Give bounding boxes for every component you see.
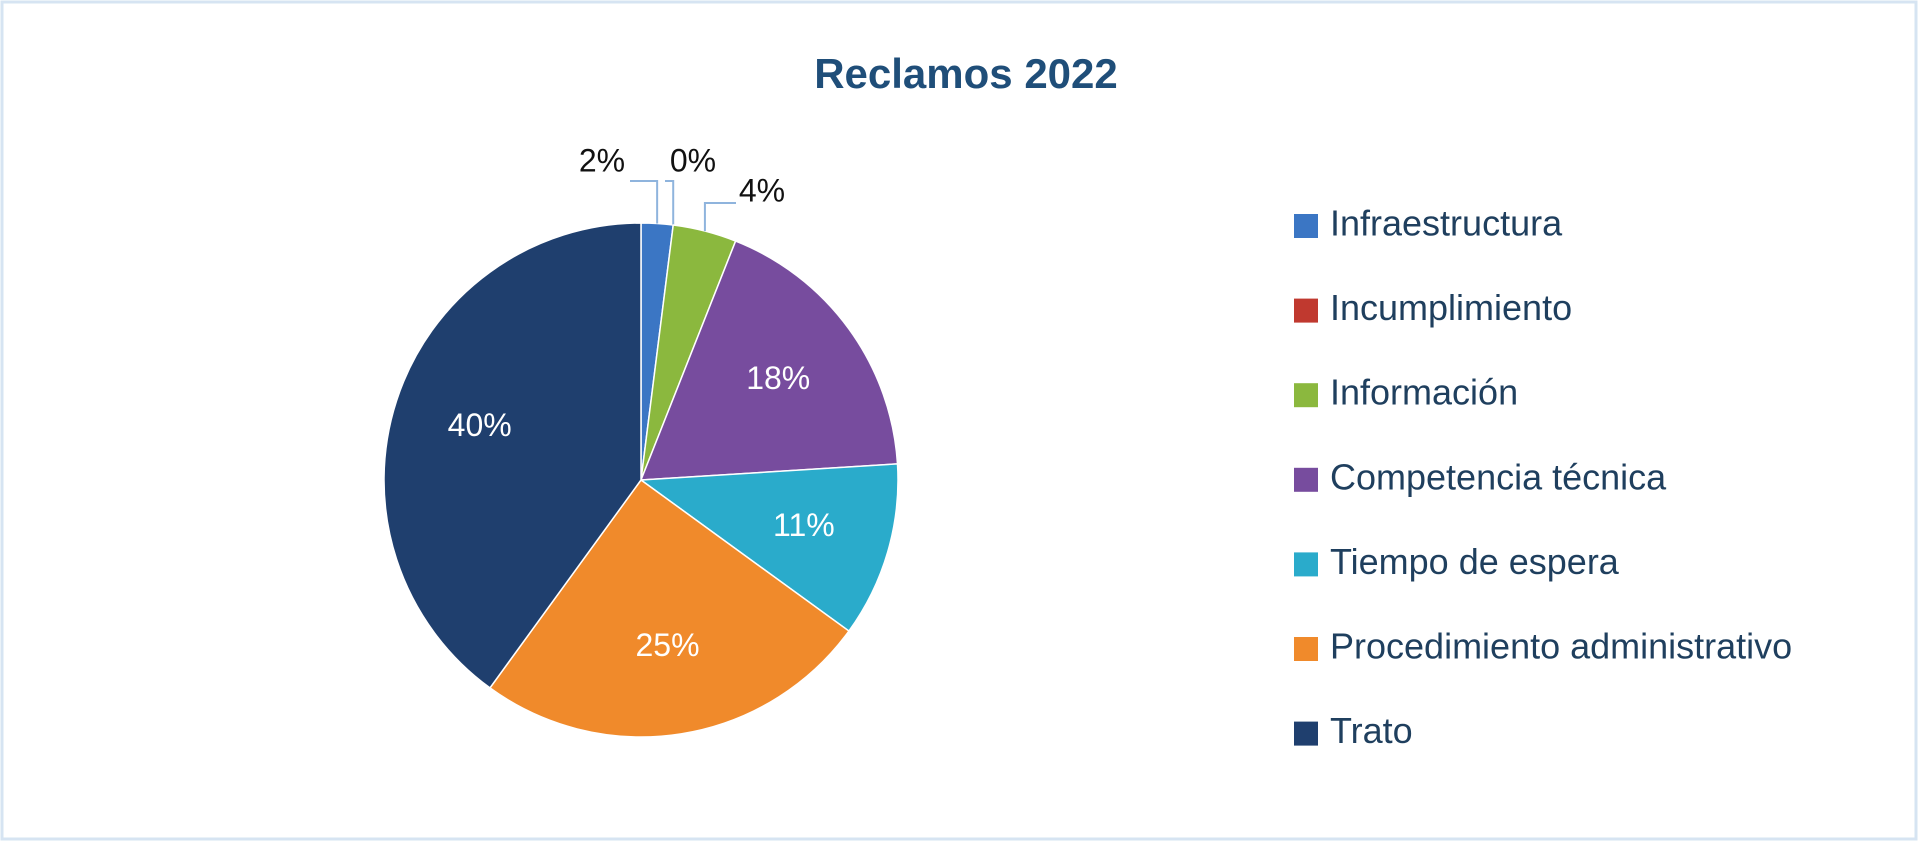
legend-swatch <box>1294 214 1318 238</box>
legend-label: Información <box>1330 372 1518 413</box>
pie-slice <box>488 478 850 738</box>
legend-label: Tiempo de espera <box>1330 541 1620 582</box>
pie-slice <box>638 463 899 633</box>
legend-label: Competencia técnica <box>1330 456 1667 497</box>
legend-swatch <box>1294 467 1318 492</box>
data-label: 40% <box>448 407 512 443</box>
data-label: 18% <box>746 360 810 396</box>
data-label: 2% <box>579 142 625 178</box>
data-label: 11% <box>773 507 835 543</box>
legend-label: Procedimiento administrativo <box>1330 626 1792 667</box>
leader-line <box>630 180 659 224</box>
leader-line <box>665 180 675 226</box>
pie-slice <box>383 222 642 689</box>
legend-label: Infraestructura <box>1330 203 1563 244</box>
chart-title: Reclamos 2022 <box>814 50 1118 97</box>
leader-line <box>703 202 736 232</box>
legend-swatch <box>1294 637 1318 661</box>
legend-label: Trato <box>1330 710 1413 751</box>
legend-swatch <box>1294 721 1318 746</box>
data-label: 0% <box>670 142 716 178</box>
legend-swatch <box>1294 383 1318 408</box>
legend-swatch <box>1294 552 1318 577</box>
pie-slice <box>639 240 899 481</box>
data-label: 4% <box>739 172 785 208</box>
legend-label: Incumplimiento <box>1330 287 1572 328</box>
legend-swatch <box>1294 298 1318 323</box>
data-label: 25% <box>636 627 700 663</box>
